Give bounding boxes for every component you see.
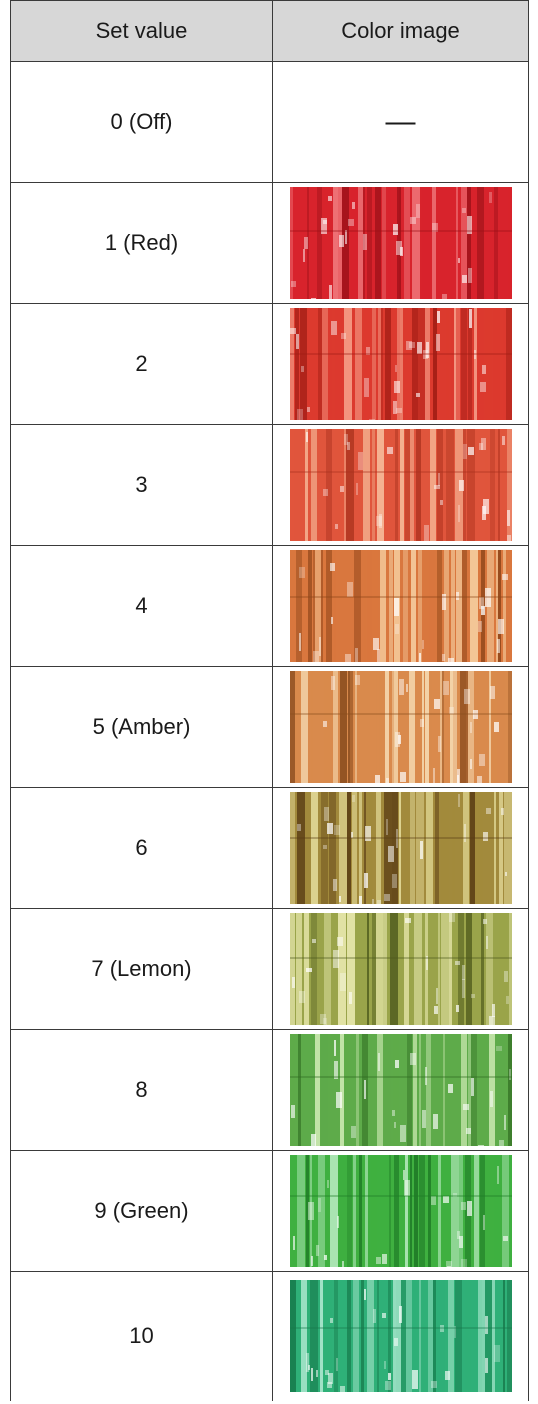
table-row: 0 (Off) — — [10, 61, 529, 183]
swatch-texture — [289, 429, 512, 541]
table-row: 7 (Lemon) — [10, 908, 529, 1030]
table-row: 10 — [10, 1271, 529, 1401]
set-value-cell: 9 (Green) — [10, 1150, 273, 1272]
color-swatch-image — [289, 187, 512, 299]
header-set-value: Set value — [10, 0, 273, 62]
table-row: 9 (Green) — [10, 1150, 529, 1272]
set-value-cell: 5 (Amber) — [10, 666, 273, 788]
set-value-cell: 6 — [10, 787, 273, 909]
dash-placeholder: — — [385, 105, 416, 138]
swatch-texture — [289, 1034, 512, 1146]
swatch-texture — [289, 187, 512, 299]
set-value-cell: 7 (Lemon) — [10, 908, 273, 1030]
table-row: 5 (Amber) — [10, 666, 529, 788]
color-image-cell — [272, 787, 529, 909]
table-row: 6 — [10, 787, 529, 909]
set-value-cell: 10 — [10, 1271, 273, 1401]
table-row: 2 — [10, 303, 529, 425]
header-row: Set value Color image — [10, 0, 529, 62]
color-image-cell: — — [272, 61, 529, 183]
color-image-cell — [272, 666, 529, 788]
swatch-texture — [289, 671, 512, 783]
swatch-texture — [289, 792, 512, 904]
color-swatch-image — [289, 1034, 512, 1146]
color-swatch-image — [289, 308, 512, 420]
table-row: 8 — [10, 1029, 529, 1151]
set-value-cell: 2 — [10, 303, 273, 425]
color-image-cell — [272, 1150, 529, 1272]
color-image-cell — [272, 545, 529, 667]
swatch-texture — [289, 550, 512, 662]
color-image-cell — [272, 908, 529, 1030]
color-image-cell — [272, 424, 529, 546]
set-value-cell: 3 — [10, 424, 273, 546]
color-swatch-image — [289, 429, 512, 541]
swatch-texture — [289, 1155, 512, 1267]
table-row: 4 — [10, 545, 529, 667]
set-value-cell: 0 (Off) — [10, 61, 273, 183]
color-image-cell — [272, 1271, 529, 1401]
table-row: 1 (Red) — [10, 182, 529, 304]
header-color-image: Color image — [272, 0, 529, 62]
color-image-cell — [272, 1029, 529, 1151]
set-value-cell: 8 — [10, 1029, 273, 1151]
swatch-texture — [289, 308, 512, 420]
color-swatch-image — [289, 1155, 512, 1267]
color-swatch-image — [289, 1280, 512, 1393]
set-value-cell: 4 — [10, 545, 273, 667]
color-swatch-image — [289, 913, 512, 1025]
table-row: 3 — [10, 424, 529, 546]
color-image-cell — [272, 182, 529, 304]
color-swatch-image — [289, 792, 512, 904]
color-swatch-image — [289, 671, 512, 783]
set-value-cell: 1 (Red) — [10, 182, 273, 304]
color-settings-table: Set value Color image 0 (Off) — 1 (Red) … — [10, 0, 529, 1401]
color-swatch-image — [289, 550, 512, 662]
swatch-texture — [289, 1280, 512, 1393]
swatch-texture — [289, 913, 512, 1025]
color-image-cell — [272, 303, 529, 425]
